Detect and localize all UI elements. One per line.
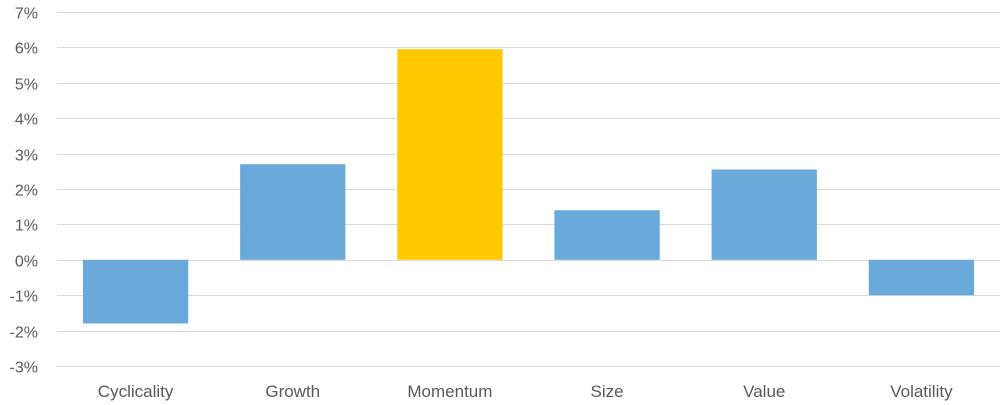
y-tick-label: 6% (15, 41, 38, 58)
y-tick-label: 2% (15, 183, 38, 200)
y-tick-label: -1% (10, 289, 38, 306)
y-tick-label: -2% (10, 325, 38, 342)
x-tick-label: Cyclicality (98, 382, 174, 401)
bar-size (554, 210, 660, 260)
y-tick-label: 4% (15, 112, 38, 129)
x-axis: Cyclicality Growth Momentum Size Value Volati… (98, 382, 953, 401)
bar-momentum (397, 49, 503, 260)
x-tick-label: Momentum (407, 382, 492, 401)
gridlines (57, 12, 1000, 367)
bar-growth (240, 164, 346, 260)
x-tick-label: Value (743, 382, 785, 401)
y-tick-label: 5% (15, 77, 38, 94)
x-tick-label: Size (591, 382, 624, 401)
y-tick-label: 1% (15, 218, 38, 235)
y-axis: -3% -2% -1% 0% 1% 2% 3% 4% 5% 6% 7% (10, 6, 38, 377)
bars (82, 49, 975, 324)
y-tick-label: 3% (15, 148, 38, 165)
bar-volatility (868, 259, 975, 296)
y-tick-label: 7% (15, 6, 38, 23)
x-tick-label: Volatility (890, 382, 953, 401)
bar-value (711, 169, 817, 260)
x-tick-label: Growth (265, 382, 320, 401)
y-tick-label: -3% (10, 360, 38, 377)
bar-cyclicality (82, 259, 189, 324)
y-tick-label: 0% (15, 254, 38, 271)
